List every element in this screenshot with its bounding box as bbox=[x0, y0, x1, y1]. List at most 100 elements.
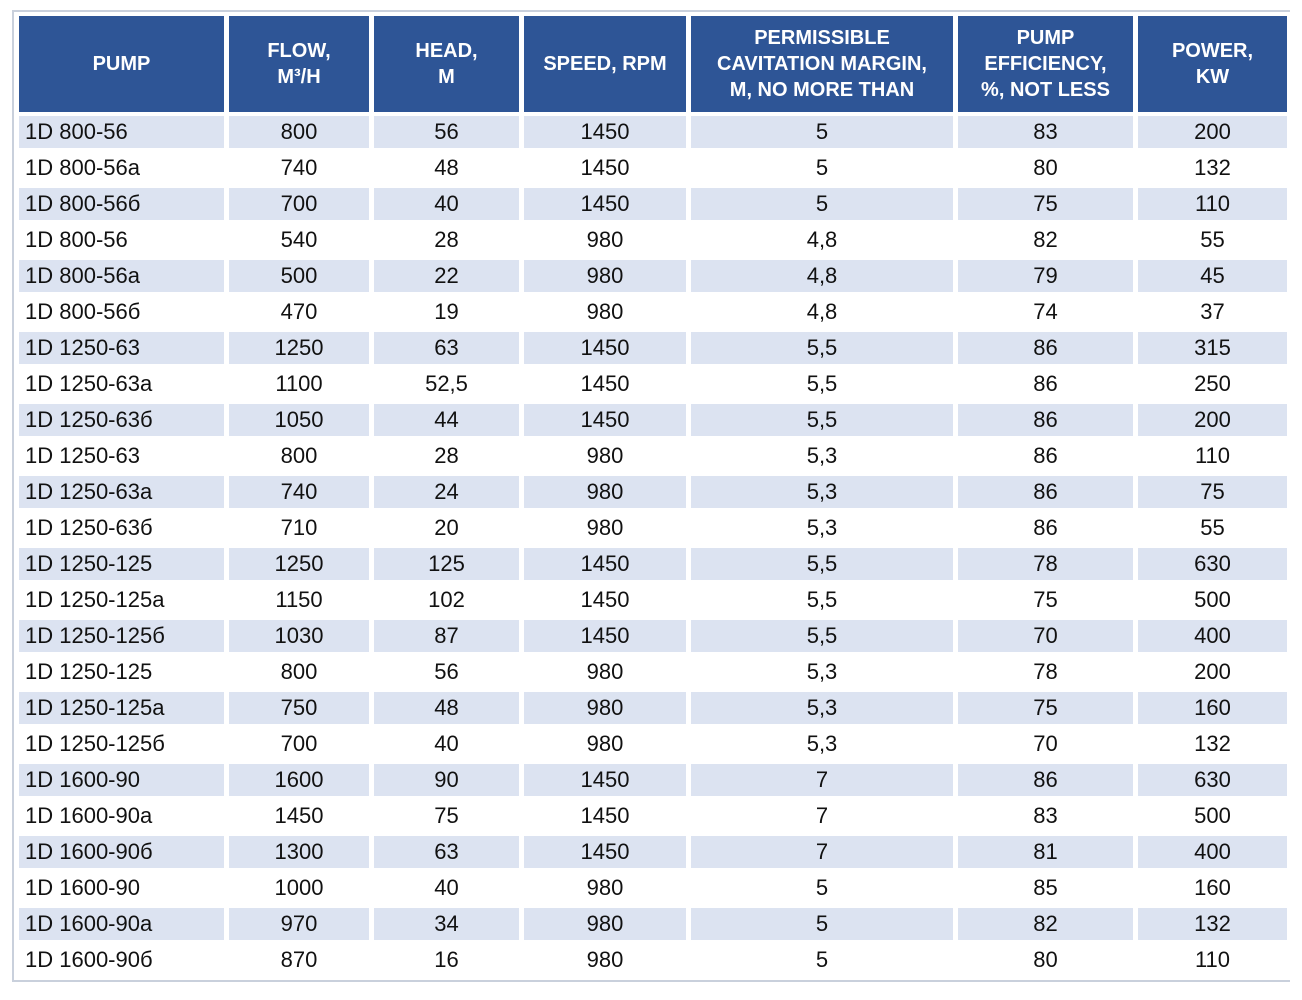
table-row: 1D 800-56 540 28 980 4,8 82 55 bbox=[19, 224, 1287, 256]
cell-pump: 1D 800-56a bbox=[19, 152, 224, 184]
table-body: 1D 800-56 800 56 1450 5 83 200 1D 800-56a 740 48 1… bbox=[19, 116, 1287, 976]
cell-cavitation: 4,8 bbox=[691, 260, 953, 292]
cell-pump: 1D 1250-125б bbox=[19, 728, 224, 760]
cell-flow: 470 bbox=[229, 296, 369, 328]
cell-cavitation: 4,8 bbox=[691, 296, 953, 328]
cell-head: 44 bbox=[374, 404, 519, 436]
cell-flow: 1050 bbox=[229, 404, 369, 436]
cell-cavitation: 5,3 bbox=[691, 440, 953, 472]
cell-efficiency: 70 bbox=[958, 620, 1133, 652]
cell-efficiency: 81 bbox=[958, 836, 1133, 868]
cell-flow: 740 bbox=[229, 152, 369, 184]
cell-power: 75 bbox=[1138, 476, 1287, 508]
cell-pump: 1D 1250-125 bbox=[19, 548, 224, 580]
cell-efficiency: 75 bbox=[958, 692, 1133, 724]
cell-efficiency: 75 bbox=[958, 188, 1133, 220]
cell-cavitation: 5 bbox=[691, 188, 953, 220]
cell-head: 28 bbox=[374, 440, 519, 472]
cell-cavitation: 5 bbox=[691, 872, 953, 904]
cell-head: 56 bbox=[374, 656, 519, 688]
cell-pump: 1D 1250-125a bbox=[19, 584, 224, 616]
col-header-power: POWER, KW bbox=[1138, 16, 1287, 112]
cell-pump: 1D 1600-90б bbox=[19, 836, 224, 868]
table-row: 1D 1250-125a 750 48 980 5,3 75 160 bbox=[19, 692, 1287, 724]
cell-cavitation: 5,3 bbox=[691, 656, 953, 688]
table-row: 1D 800-56a 500 22 980 4,8 79 45 bbox=[19, 260, 1287, 292]
cell-flow: 700 bbox=[229, 188, 369, 220]
col-header-head: HEAD, M bbox=[374, 16, 519, 112]
cell-pump: 1D 1250-63a bbox=[19, 476, 224, 508]
cell-cavitation: 5,5 bbox=[691, 584, 953, 616]
cell-head: 125 bbox=[374, 548, 519, 580]
cell-cavitation: 7 bbox=[691, 764, 953, 796]
table-row: 1D 1250-125a 1150 102 1450 5,5 75 500 bbox=[19, 584, 1287, 616]
cell-pump: 1D 1250-63б bbox=[19, 512, 224, 544]
table-row: 1D 800-56б 470 19 980 4,8 74 37 bbox=[19, 296, 1287, 328]
cell-speed: 980 bbox=[524, 296, 686, 328]
cell-cavitation: 5 bbox=[691, 116, 953, 148]
cell-efficiency: 83 bbox=[958, 116, 1133, 148]
cell-flow: 1250 bbox=[229, 548, 369, 580]
cell-speed: 980 bbox=[524, 440, 686, 472]
cell-power: 200 bbox=[1138, 404, 1287, 436]
cell-flow: 1300 bbox=[229, 836, 369, 868]
cell-power: 110 bbox=[1138, 944, 1287, 976]
table-row: 1D 1600-90a 970 34 980 5 82 132 bbox=[19, 908, 1287, 940]
cell-efficiency: 83 bbox=[958, 800, 1133, 832]
table-row: 1D 1250-63 1250 63 1450 5,5 86 315 bbox=[19, 332, 1287, 364]
cell-head: 56 bbox=[374, 116, 519, 148]
cell-power: 132 bbox=[1138, 152, 1287, 184]
cell-speed: 1450 bbox=[524, 188, 686, 220]
cell-head: 40 bbox=[374, 188, 519, 220]
cell-power: 55 bbox=[1138, 512, 1287, 544]
cell-power: 132 bbox=[1138, 908, 1287, 940]
pump-specs-table: PUMP FLOW, M³/H HEAD, M SPEED, RPM PERMI… bbox=[14, 12, 1292, 980]
cell-flow: 1250 bbox=[229, 332, 369, 364]
cell-efficiency: 70 bbox=[958, 728, 1133, 760]
cell-efficiency: 86 bbox=[958, 476, 1133, 508]
cell-speed: 980 bbox=[524, 944, 686, 976]
cell-head: 52,5 bbox=[374, 368, 519, 400]
cell-cavitation: 7 bbox=[691, 800, 953, 832]
cell-head: 40 bbox=[374, 728, 519, 760]
cell-flow: 1030 bbox=[229, 620, 369, 652]
cell-head: 22 bbox=[374, 260, 519, 292]
cell-pump: 1D 1600-90 bbox=[19, 764, 224, 796]
cell-head: 102 bbox=[374, 584, 519, 616]
cell-head: 87 bbox=[374, 620, 519, 652]
cell-pump: 1D 1250-63 bbox=[19, 332, 224, 364]
cell-speed: 1450 bbox=[524, 404, 686, 436]
cell-efficiency: 74 bbox=[958, 296, 1133, 328]
table-row: 1D 1250-63б 710 20 980 5,3 86 55 bbox=[19, 512, 1287, 544]
cell-head: 90 bbox=[374, 764, 519, 796]
cell-cavitation: 5,5 bbox=[691, 368, 953, 400]
cell-flow: 800 bbox=[229, 656, 369, 688]
cell-power: 200 bbox=[1138, 116, 1287, 148]
cell-cavitation: 5,3 bbox=[691, 692, 953, 724]
cell-speed: 980 bbox=[524, 908, 686, 940]
cell-efficiency: 86 bbox=[958, 512, 1133, 544]
cell-flow: 970 bbox=[229, 908, 369, 940]
cell-power: 200 bbox=[1138, 656, 1287, 688]
cell-flow: 1600 bbox=[229, 764, 369, 796]
cell-efficiency: 86 bbox=[958, 332, 1133, 364]
cell-pump: 1D 800-56 bbox=[19, 224, 224, 256]
cell-speed: 1450 bbox=[524, 548, 686, 580]
cell-pump: 1D 1600-90a bbox=[19, 800, 224, 832]
cell-flow: 1150 bbox=[229, 584, 369, 616]
cell-power: 250 bbox=[1138, 368, 1287, 400]
col-header-efficiency: PUMP EFFICIENCY, %, NOT LESS bbox=[958, 16, 1133, 112]
cell-power: 45 bbox=[1138, 260, 1287, 292]
cell-power: 160 bbox=[1138, 872, 1287, 904]
cell-pump: 1D 1600-90б bbox=[19, 944, 224, 976]
cell-pump: 1D 1250-63 bbox=[19, 440, 224, 472]
cell-cavitation: 5 bbox=[691, 944, 953, 976]
cell-efficiency: 86 bbox=[958, 368, 1133, 400]
cell-power: 37 bbox=[1138, 296, 1287, 328]
table-row: 1D 800-56a 740 48 1450 5 80 132 bbox=[19, 152, 1287, 184]
cell-speed: 1450 bbox=[524, 584, 686, 616]
cell-power: 400 bbox=[1138, 620, 1287, 652]
table-row: 1D 1250-125б 700 40 980 5,3 70 132 bbox=[19, 728, 1287, 760]
cell-pump: 1D 1250-63б bbox=[19, 404, 224, 436]
